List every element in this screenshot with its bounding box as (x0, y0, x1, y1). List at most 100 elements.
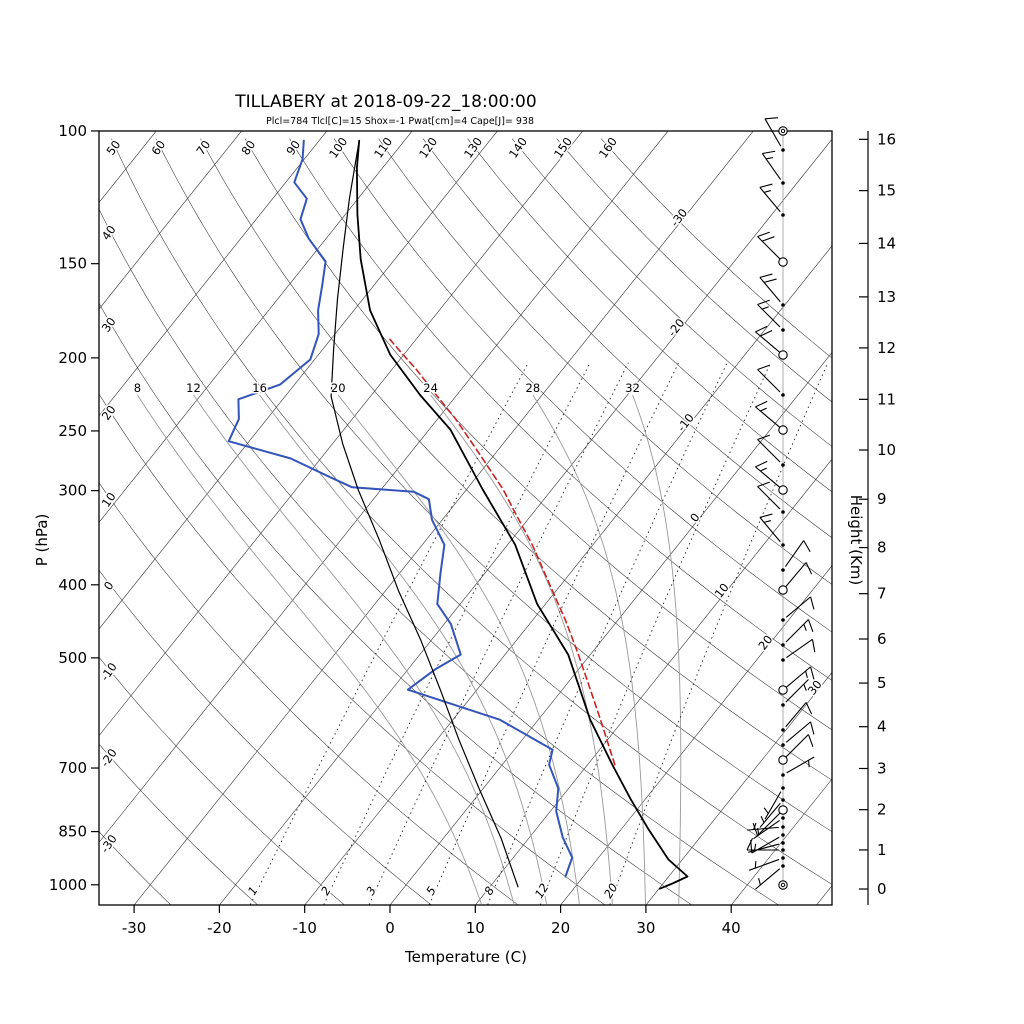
wind-half-barb-icon (805, 670, 808, 678)
wind-full-barb-icon (810, 721, 815, 735)
wind-barb-icon (757, 304, 781, 328)
wind-barb-icon (757, 236, 781, 260)
wind-level-circle (778, 485, 788, 495)
wind-full-barb-icon (805, 562, 813, 575)
isotherm-line (475, 458, 832, 905)
wind-half-barb-icon (763, 190, 771, 193)
wind-level-dot (781, 825, 785, 829)
isotherm-label: 0 (687, 510, 703, 524)
dry-adiabat-line (511, 138, 832, 447)
wind-full-barb-icon (810, 596, 815, 610)
isotherm-label: -20 (665, 316, 688, 339)
mixing-ratio-label: 2 (318, 884, 334, 898)
dry-adiabat-label: 90 (283, 138, 303, 158)
sounding-curves (227, 139, 689, 890)
calm-wind-icon (780, 128, 786, 134)
wind-level-dot (781, 181, 785, 185)
wind-barb-icon (759, 187, 781, 213)
dry-adiabat-line (556, 138, 832, 403)
moist-adiabat-line (193, 394, 515, 905)
wind-level-circle (778, 126, 788, 136)
wind-level-circle (778, 350, 788, 360)
wind-barb-icon (757, 812, 781, 836)
chart-stats: Plcl=784 Tlcl[C]=15 Shox=-1 Pwat[cm]=4 C… (266, 116, 534, 127)
wind-level-dot (781, 728, 785, 732)
wind-barb-icon (785, 721, 811, 743)
wind-level-dot (781, 148, 785, 152)
height-tick-label: 0 (877, 880, 887, 898)
wind-level-circle (778, 805, 788, 815)
wind-full-barb-icon (760, 330, 773, 337)
wind-level-dot (781, 743, 785, 747)
moist-adiabat-label: 16 (252, 381, 267, 395)
wind-full-barb-icon (757, 364, 770, 371)
isotherm-line (99, 131, 328, 417)
mixing-ratio-line (539, 362, 772, 905)
wind-barb-icon (757, 369, 781, 393)
wind-full-barb-icon (811, 639, 816, 653)
wind-full-barb-icon (807, 734, 814, 747)
mixing-ratio-label: 5 (423, 884, 439, 898)
pressure-tick-label: 400 (58, 576, 87, 594)
wind-level-circle (778, 425, 788, 435)
dry-adiabat-label: 100 (326, 135, 350, 161)
wind-level-dot (781, 568, 785, 572)
height-tick-label: 1 (877, 841, 887, 859)
wind-level-circle (778, 880, 788, 890)
wind-level-dot (781, 864, 785, 868)
pressure-tick-label: 850 (58, 823, 87, 841)
wind-level-circle (778, 257, 788, 267)
temperature-tick-label: -20 (207, 919, 232, 937)
height-tick-label: 4 (877, 718, 887, 736)
dry-adiabat-label: 60 (148, 138, 168, 158)
temperature-tick-label: 10 (466, 919, 485, 937)
wind-barb-icon (759, 277, 781, 303)
dry-adiabat-line (99, 656, 345, 905)
wind-full-barb-icon (763, 278, 777, 283)
wind-half-barb-icon (753, 822, 757, 830)
wind-half-barb-icon (754, 861, 757, 869)
wind-barb-icon (764, 791, 782, 820)
wind-full-barb-icon (755, 460, 768, 468)
wind-level-dot (781, 393, 785, 397)
wind-level-dot (781, 643, 785, 647)
wind-full-barb-icon (807, 619, 814, 632)
wind-full-barb-icon (762, 150, 776, 155)
wet-bulb-curve (330, 140, 519, 888)
chart-title: TILLABERY at 2018-09-22_18:00:00 (234, 92, 536, 112)
dry-adiabat-line (289, 138, 832, 681)
pressure-tick-label: 500 (58, 649, 87, 667)
temperature-tick-label: 0 (385, 919, 395, 937)
wind-barb-icon (755, 331, 781, 353)
mixing-ratio-label: 20 (601, 881, 621, 901)
wind-half-barb-icon (758, 878, 761, 886)
wind-full-barb-icon (810, 666, 815, 680)
wind-barb-icon (761, 153, 782, 180)
temperature-tick-label: 40 (722, 919, 741, 937)
wind-full-barb-icon (757, 231, 770, 238)
wind-level-dot (781, 703, 785, 707)
y-axis-title-pressure: P (hPa) (33, 514, 51, 567)
height-tick-label: 7 (877, 585, 887, 603)
dry-adiabat-line (155, 138, 832, 833)
wind-level-dot (781, 328, 785, 332)
wind-barb-icon (785, 734, 809, 758)
isotherm-line (134, 131, 754, 905)
wind-barb-icon (785, 562, 807, 588)
dry-adiabat-line (99, 302, 692, 905)
grid-lines (99, 131, 832, 905)
isotherm-line (219, 138, 832, 905)
mixing-ratio-line (368, 362, 629, 905)
wind-level-dot (781, 833, 785, 837)
wind-level-dot (781, 848, 785, 852)
pressure-tick-label: 100 (58, 122, 87, 140)
isotherm-line (99, 131, 584, 737)
wind-barb-icon (755, 466, 781, 488)
dry-adiabat-label: 160 (596, 135, 620, 161)
height-tick-label: 5 (877, 674, 887, 692)
isotherm-line (99, 131, 242, 310)
dry-adiabat-line (111, 138, 832, 885)
dewpoint-curve (227, 139, 574, 878)
dry-adiabat-label: 150 (551, 135, 575, 161)
